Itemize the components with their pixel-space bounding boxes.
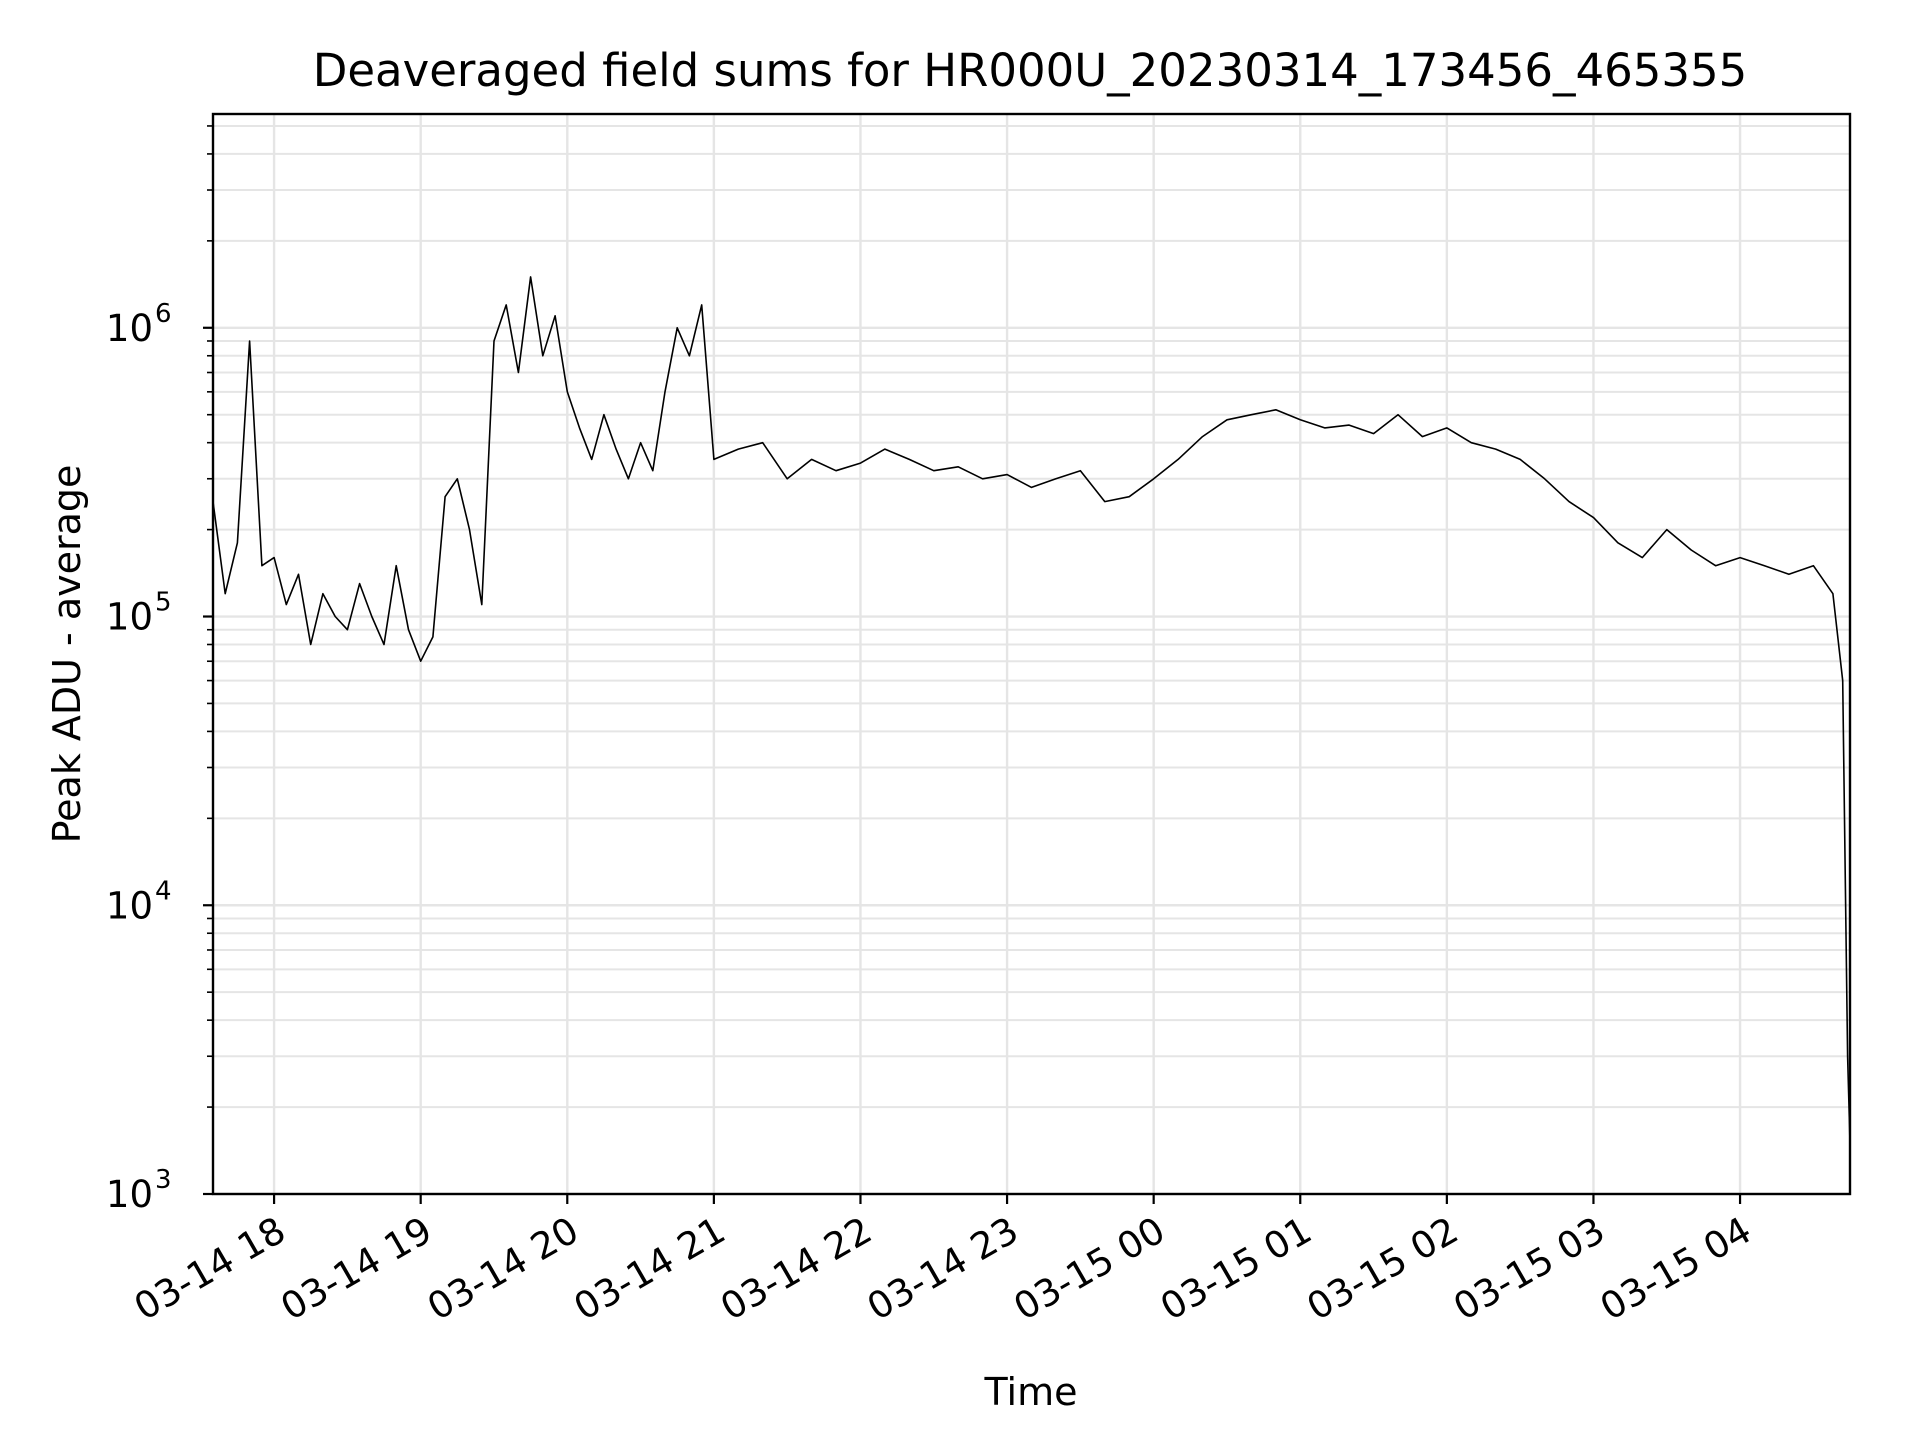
- y-tick-label: 10: [106, 1173, 153, 1216]
- chart-title: Deaveraged field sums for HR000U_2023031…: [313, 44, 1748, 97]
- y-tick-label: 10: [106, 884, 153, 927]
- plot-area: [212, 276, 1851, 1144]
- minor-grid-lines: [213, 124, 1850, 1109]
- y-tick-label-exponent: 4: [155, 876, 172, 906]
- x-axis-label: Time: [984, 1370, 1078, 1414]
- axes-frame: [211, 112, 1852, 1196]
- series-line: [212, 276, 1851, 1144]
- y-tick-label: 10: [106, 307, 153, 350]
- y-axis-label: Peak ADU - average: [45, 465, 89, 844]
- y-tick-label-exponent: 6: [155, 299, 172, 329]
- y-tick-label-exponent: 5: [155, 588, 172, 618]
- y-tick-label: 10: [106, 596, 153, 639]
- y-tick-label-exponent: 3: [155, 1165, 172, 1195]
